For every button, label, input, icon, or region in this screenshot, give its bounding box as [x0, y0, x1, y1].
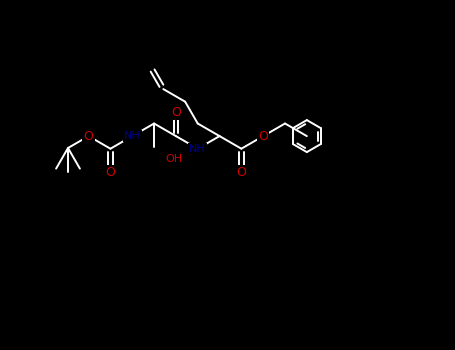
Text: O: O	[84, 130, 94, 142]
Text: O: O	[258, 130, 268, 142]
Text: O: O	[106, 166, 116, 179]
Text: O: O	[171, 106, 181, 119]
Text: NH: NH	[124, 131, 141, 141]
Text: NH: NH	[189, 144, 206, 154]
Text: OH: OH	[165, 154, 182, 163]
Text: O: O	[237, 166, 246, 179]
